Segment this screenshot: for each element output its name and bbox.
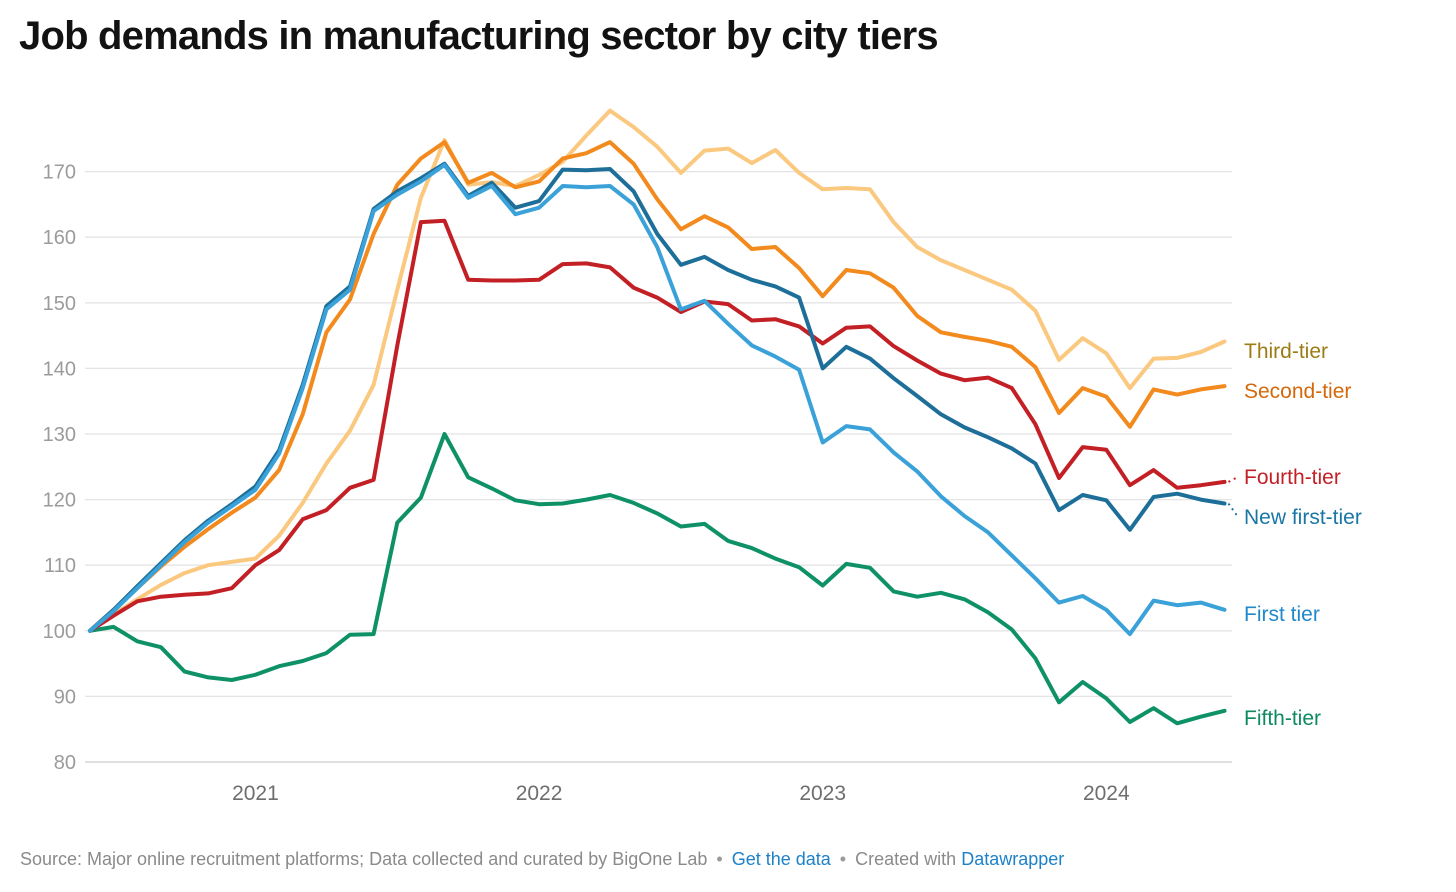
- series-line-first-tier: [88, 163, 1227, 637]
- y-tick-label: 120: [43, 490, 76, 512]
- series-label-second-tier: Second-tier: [1244, 380, 1351, 403]
- series-line-third-tier: [88, 108, 1227, 633]
- x-tick-label: 2024: [1083, 782, 1130, 805]
- x-tick-label: 2022: [516, 782, 563, 805]
- label-connector-fourth-tier: [1228, 476, 1239, 483]
- footer-separator: •: [716, 849, 723, 869]
- y-tick-label: 150: [43, 293, 76, 315]
- y-tick-label: 80: [54, 752, 76, 774]
- series-label-fifth-tier: Fifth-tier: [1244, 707, 1321, 730]
- x-tick-label: 2023: [799, 782, 846, 805]
- y-tick-label: 160: [43, 227, 76, 249]
- get-the-data-link[interactable]: Get the data: [731, 849, 831, 869]
- series-line-second-tier: [88, 140, 1227, 633]
- y-tick-label: 170: [43, 162, 76, 184]
- series-label-fourth-tier: Fourth-tier: [1244, 466, 1341, 489]
- line-chart: 80 90 100 110 120 130 140 150 160 170 2021 2022 2023…: [43, 108, 1362, 805]
- y-tick-label: 110: [44, 555, 76, 577]
- series-line-fifth-tier: [88, 432, 1227, 726]
- source-text: Source: Major online recruitment platfor…: [20, 849, 708, 869]
- created-with-text: Created with: [855, 849, 957, 869]
- series-label-third-tier: Third-tier: [1244, 340, 1328, 363]
- footer-separator: •: [839, 849, 847, 869]
- series-label-new-first-tier: New first-tier: [1244, 506, 1362, 529]
- chart-footer: Source: Major online recruitment platfor…: [20, 849, 1440, 870]
- label-connector-new-first-tier: [1227, 502, 1239, 518]
- series-line-fourth-tier: [88, 218, 1227, 633]
- datawrapper-link[interactable]: Datawrapper: [961, 849, 1065, 869]
- y-tick-label: 130: [43, 424, 76, 446]
- x-tick-label: 2021: [232, 782, 279, 805]
- y-tick-label: 90: [54, 686, 76, 708]
- y-tick-label: 100: [43, 621, 76, 643]
- page-title: Job demands in manufacturing sector by c…: [19, 14, 939, 58]
- y-tick-label: 140: [43, 358, 76, 380]
- series-label-first-tier: First tier: [1244, 603, 1320, 626]
